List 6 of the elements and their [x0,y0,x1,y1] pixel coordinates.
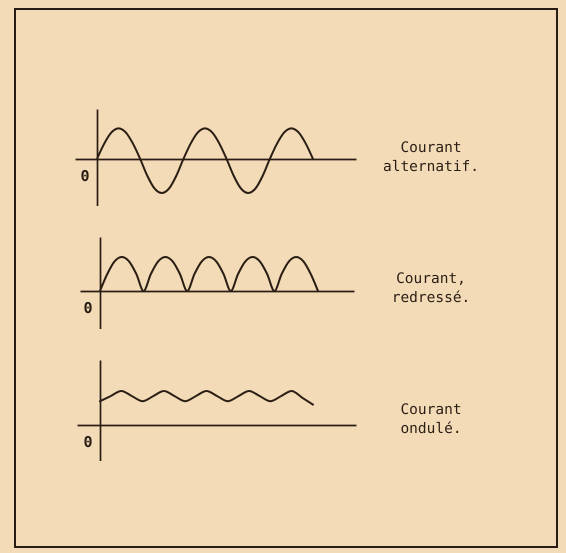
text: Courant, redressé. [392,271,470,306]
text: Courant alternatif. [382,140,480,175]
text: 0 [83,299,93,317]
text: 0 [83,433,93,451]
text: 0 [80,167,90,185]
text: Courant ondulé. [400,402,462,437]
